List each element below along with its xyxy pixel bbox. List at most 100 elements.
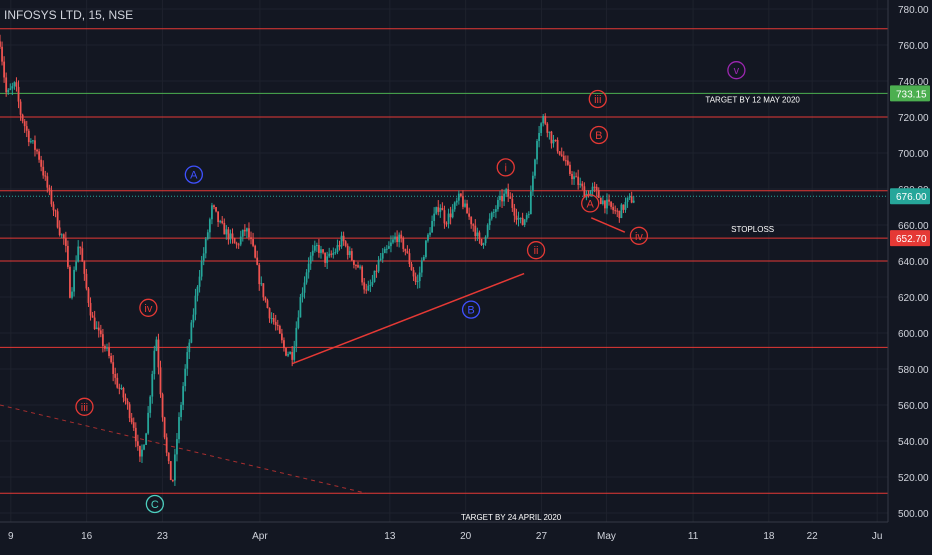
candle-body[interactable]: [315, 245, 318, 247]
candle-body[interactable]: [353, 260, 355, 265]
candle-body[interactable]: [77, 246, 80, 262]
candle-body[interactable]: [165, 437, 168, 453]
candle-body[interactable]: [241, 229, 244, 237]
candle-body[interactable]: [519, 217, 522, 219]
candle-body[interactable]: [392, 239, 394, 243]
candle-body[interactable]: [482, 243, 485, 246]
candle-body[interactable]: [112, 362, 115, 374]
candle-body[interactable]: [25, 126, 28, 131]
candle-body[interactable]: [264, 297, 267, 301]
candle-body[interactable]: [283, 340, 285, 349]
candle-body[interactable]: [340, 235, 343, 247]
candle-body[interactable]: [599, 197, 602, 205]
candle-body[interactable]: [503, 193, 506, 202]
candle-body[interactable]: [7, 89, 10, 93]
candle-body[interactable]: [305, 272, 308, 283]
candle-body[interactable]: [418, 272, 421, 282]
candle-body[interactable]: [410, 263, 413, 271]
candle-body[interactable]: [291, 352, 294, 360]
candle-body[interactable]: [538, 132, 540, 141]
candle-body[interactable]: [447, 213, 450, 224]
candle-body[interactable]: [219, 221, 222, 223]
candle-body[interactable]: [192, 314, 195, 323]
candle-body[interactable]: [532, 175, 534, 192]
candle-body[interactable]: [497, 200, 499, 210]
candle-body[interactable]: [58, 227, 61, 235]
candle-body[interactable]: [274, 321, 277, 326]
candle-body[interactable]: [176, 439, 178, 455]
candle-body[interactable]: [280, 333, 283, 341]
candle-body[interactable]: [492, 211, 495, 213]
candle-body[interactable]: [525, 215, 528, 220]
candle-body[interactable]: [425, 240, 427, 257]
candle-body[interactable]: [198, 276, 201, 287]
candle-body[interactable]: [151, 374, 154, 397]
candle-body[interactable]: [494, 209, 497, 212]
candle-body[interactable]: [523, 219, 526, 225]
candle-body[interactable]: [270, 318, 273, 320]
candle-body[interactable]: [147, 412, 150, 434]
candle-body[interactable]: [272, 318, 275, 322]
candle-body[interactable]: [379, 258, 382, 261]
candle-body[interactable]: [101, 334, 104, 347]
candle-body[interactable]: [562, 155, 565, 161]
candle-body[interactable]: [104, 346, 106, 349]
candle-body[interactable]: [406, 251, 409, 254]
candle-body[interactable]: [313, 245, 316, 251]
candle-body[interactable]: [239, 236, 242, 245]
candle-body[interactable]: [215, 207, 217, 212]
candle-body[interactable]: [250, 237, 252, 240]
candle-body[interactable]: [604, 200, 606, 209]
candle-body[interactable]: [11, 86, 14, 89]
candle-body[interactable]: [99, 330, 102, 335]
candle-body[interactable]: [472, 224, 475, 226]
candle-body[interactable]: [558, 151, 561, 155]
candle-body[interactable]: [278, 325, 281, 334]
candle-body[interactable]: [155, 339, 158, 351]
candle-body[interactable]: [507, 189, 510, 197]
candle-body[interactable]: [435, 207, 438, 214]
candle-body[interactable]: [190, 322, 193, 343]
candle-body[interactable]: [141, 449, 143, 457]
candle-body[interactable]: [412, 270, 415, 277]
candle-body[interactable]: [385, 248, 388, 250]
candle-body[interactable]: [311, 250, 314, 256]
candle-body[interactable]: [206, 232, 209, 239]
candle-body[interactable]: [571, 173, 573, 180]
candle-body[interactable]: [375, 270, 378, 272]
candle-body[interactable]: [398, 234, 401, 243]
candle-body[interactable]: [194, 295, 197, 315]
candle-body[interactable]: [361, 266, 364, 283]
candle-body[interactable]: [289, 352, 292, 355]
candle-body[interactable]: [9, 88, 12, 90]
candle-body[interactable]: [87, 288, 90, 303]
candle-body[interactable]: [202, 253, 205, 262]
candle-body[interactable]: [246, 228, 248, 232]
candle-body[interactable]: [318, 245, 320, 253]
candle-body[interactable]: [217, 211, 220, 222]
candle-body[interactable]: [71, 291, 73, 298]
candle-body[interactable]: [42, 166, 45, 176]
candle-body[interactable]: [427, 234, 429, 241]
candle-body[interactable]: [163, 417, 166, 438]
candle-body[interactable]: [301, 292, 304, 298]
candle-body[interactable]: [85, 273, 88, 289]
trend-line[interactable]: [590, 217, 626, 233]
candle-body[interactable]: [546, 123, 549, 133]
candle-body[interactable]: [534, 159, 536, 176]
candle-body[interactable]: [161, 394, 164, 418]
candle-body[interactable]: [466, 203, 468, 214]
candle-body[interactable]: [303, 282, 306, 293]
candle-body[interactable]: [89, 302, 92, 316]
candle-body[interactable]: [474, 225, 477, 237]
candle-body[interactable]: [180, 404, 182, 418]
candle-body[interactable]: [342, 235, 345, 242]
candle-body[interactable]: [50, 190, 53, 205]
candle-body[interactable]: [486, 225, 489, 237]
candle-body[interactable]: [159, 367, 162, 395]
candle-body[interactable]: [81, 248, 84, 262]
candle-body[interactable]: [628, 196, 631, 198]
candle-body[interactable]: [91, 315, 94, 318]
candle-body[interactable]: [40, 159, 43, 167]
candle-body[interactable]: [79, 246, 82, 249]
